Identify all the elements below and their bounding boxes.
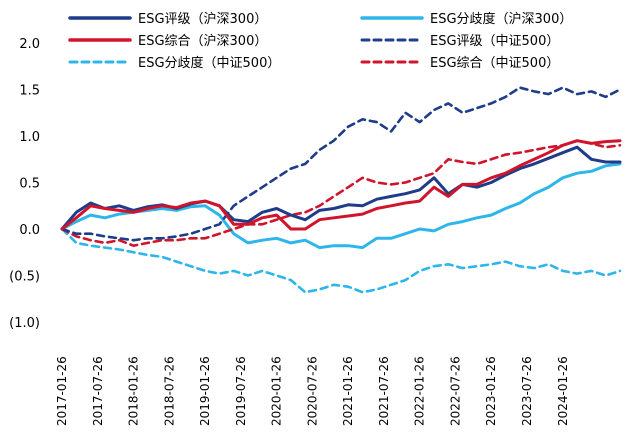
plot-area <box>60 86 622 294</box>
x-tick-label: 2021-01-26 <box>341 356 355 426</box>
x-tick-label: 2017-01-26 <box>55 356 69 426</box>
y-tick-label: 0.0 <box>19 223 40 238</box>
y-tick-label: 0.5 <box>19 177 40 192</box>
x-axis: 2017-01-26 2017-07-26 2018-01-26 2018-07-26… <box>55 356 570 426</box>
x-tick-label: 2018-01-26 <box>127 356 141 426</box>
series-line-2 <box>60 139 622 231</box>
x-tick-label: 2019-07-26 <box>234 356 248 426</box>
legend-label: ESG分歧度（中证500） <box>138 55 280 71</box>
x-tick-label: 2019-01-26 <box>198 356 212 426</box>
x-tick-label: 2020-01-26 <box>270 356 284 426</box>
legend-label: ESG综合（中证500） <box>430 56 559 71</box>
y-tick-label: 1.0 <box>19 130 40 145</box>
x-tick-label: 2023-07-26 <box>520 356 534 426</box>
y-tick-label: (1.0) <box>9 316 40 331</box>
x-tick-label: 2024-01-26 <box>556 356 570 426</box>
series-line-5 <box>60 139 622 247</box>
series-line-4 <box>60 227 622 294</box>
y-tick-label: 1.5 <box>19 84 40 99</box>
legend-label: ESG综合（沪深300） <box>138 33 267 49</box>
x-tick-label: 2021-07-26 <box>377 356 391 426</box>
y-tick-label: (0.5) <box>9 270 40 285</box>
y-axis: (1.0) (0.5) 0.0 0.5 1.0 1.5 2.0 <box>9 37 40 331</box>
x-tick-label: 2017-07-26 <box>91 356 105 426</box>
legend: ESG评级（沪深300） ESG分歧度（沪深300） ESG综合（沪深300） ESG… <box>68 11 572 71</box>
x-tick-label: 2022-01-26 <box>413 356 427 426</box>
legend-label: ESG分歧度（沪深300） <box>430 11 572 27</box>
series-line-1 <box>60 162 622 250</box>
x-tick-label: 2018-07-26 <box>162 356 176 426</box>
x-tick-label: 2022-07-26 <box>448 356 462 426</box>
y-tick-label: 2.0 <box>19 37 40 52</box>
x-tick-label: 2020-07-26 <box>305 356 319 426</box>
legend-label: ESG评级（沪深300） <box>138 11 267 27</box>
legend-label: ESG评级（中证500） <box>430 34 559 49</box>
x-tick-label: 2023-01-26 <box>484 356 498 426</box>
series-line-3 <box>60 86 622 242</box>
